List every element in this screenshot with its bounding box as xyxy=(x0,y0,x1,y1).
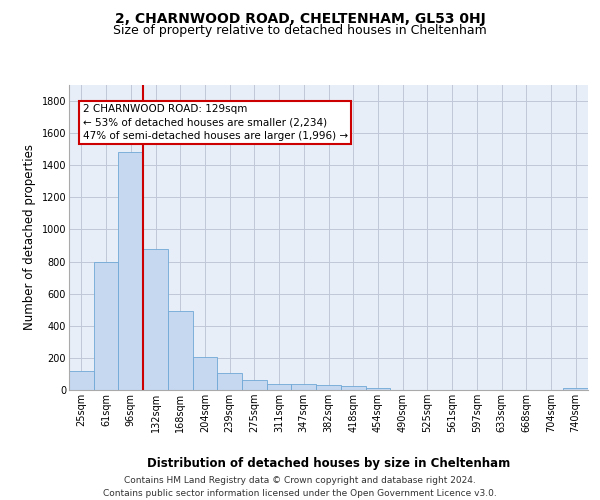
Bar xyxy=(316,385,341,390)
Bar xyxy=(217,373,242,390)
Text: 2, CHARNWOOD ROAD, CHELTENHAM, GL53 0HJ: 2, CHARNWOOD ROAD, CHELTENHAM, GL53 0HJ xyxy=(115,12,485,26)
Bar xyxy=(292,384,316,390)
Bar xyxy=(143,248,168,390)
Text: Contains HM Land Registry data © Crown copyright and database right 2024.
Contai: Contains HM Land Registry data © Crown c… xyxy=(103,476,497,498)
Bar xyxy=(69,370,94,390)
Text: 2 CHARNWOOD ROAD: 129sqm
← 53% of detached houses are smaller (2,234)
47% of sem: 2 CHARNWOOD ROAD: 129sqm ← 53% of detach… xyxy=(83,104,348,141)
Bar xyxy=(118,152,143,390)
Bar xyxy=(341,386,365,390)
Text: Size of property relative to detached houses in Cheltenham: Size of property relative to detached ho… xyxy=(113,24,487,37)
Bar xyxy=(242,380,267,390)
Y-axis label: Number of detached properties: Number of detached properties xyxy=(23,144,36,330)
Bar xyxy=(94,262,118,390)
Bar xyxy=(168,312,193,390)
Bar xyxy=(365,388,390,390)
Bar xyxy=(267,384,292,390)
Bar xyxy=(193,357,217,390)
Bar xyxy=(563,388,588,390)
Text: Distribution of detached houses by size in Cheltenham: Distribution of detached houses by size … xyxy=(147,458,511,470)
